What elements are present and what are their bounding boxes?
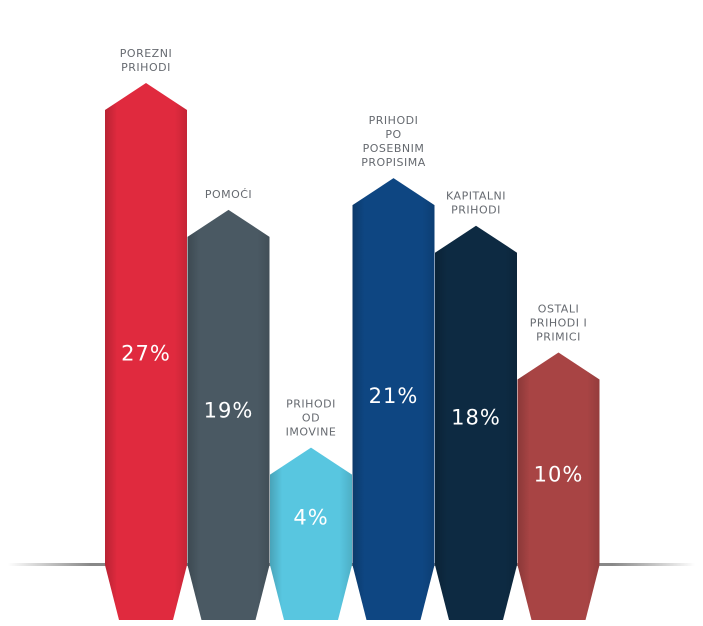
category-label-ostali-prihodi-i-primici-line-1: OSTALI (538, 303, 579, 316)
category-label-prihodi-od-imovine-line-2: OD (302, 412, 320, 425)
bar-shading-pomo-i (187, 209, 270, 620)
value-label-prihodi-od-imovine: 4% (293, 505, 328, 529)
value-label-porezni-prihodi: 27% (121, 341, 171, 365)
category-label-prihodi-po-posebnim-propisima-line-4: PROPISIMA (361, 156, 426, 169)
bar-shading-porezni-prihodi (105, 83, 187, 621)
category-label-porezni-prihodi-line-1: POREZNI (120, 47, 172, 60)
value-label-ostali-prihodi-i-primici: 10% (534, 463, 584, 487)
bar-shading-prihodi-po-posebnim-propisima (352, 178, 435, 620)
value-label-prihodi-po-posebnim-propisima: 21% (369, 384, 419, 408)
value-label-kapitalni-prihodi: 18% (451, 405, 501, 429)
category-label-ostali-prihodi-i-primici-line-3: PRIMICI (536, 331, 581, 344)
category-label-prihodi-po-posebnim-propisima-line-3: POSEBNIM (363, 142, 425, 155)
category-label-prihodi-od-imovine-line-3: IMOVINE (286, 426, 337, 439)
category-label-prihodi-od-imovine-line-1: PRIHODI (286, 398, 336, 411)
category-label-kapitalni-prihodi-line-1: KAPITALNI (446, 190, 506, 203)
category-label-ostali-prihodi-i-primici-line-2: PRIHODI I (530, 317, 587, 330)
bar-shading-prihodi-od-imovine (270, 447, 352, 620)
category-label-kapitalni-prihodi-line-2: PRIHODI (451, 204, 501, 217)
category-label-pomo-i-line-1: POMOĆI (205, 188, 252, 201)
bar-shading-kapitalni-prihodi (435, 225, 517, 620)
category-label-prihodi-po-posebnim-propisima-line-1: PRIHODI (369, 114, 419, 127)
value-label-pomo-i: 19% (204, 398, 254, 422)
bar-shading-ostali-prihodi-i-primici (517, 352, 600, 620)
category-label-porezni-prihodi-line-2: PRIHODI (121, 61, 171, 74)
category-label-prihodi-po-posebnim-propisima-line-2: PO (385, 128, 401, 141)
